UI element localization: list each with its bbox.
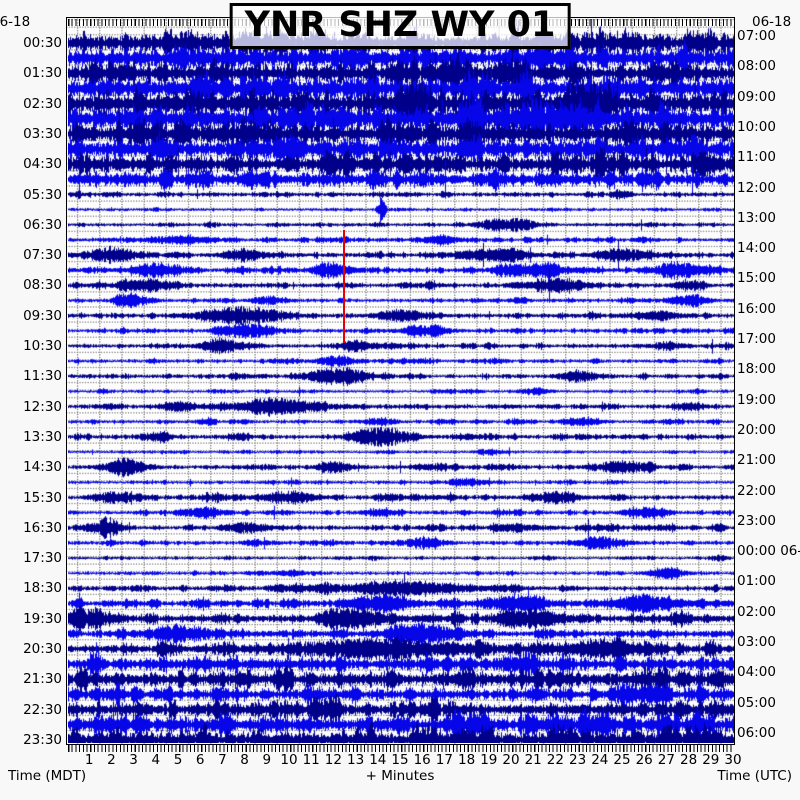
time-label-right: 10:00 bbox=[737, 118, 776, 135]
time-label-left: 23:30 bbox=[23, 731, 62, 748]
minute-tick-label: 4 bbox=[151, 752, 161, 768]
axis-label-mdt: Time (MDT) bbox=[8, 768, 87, 784]
time-label-left: 13:30 bbox=[23, 428, 62, 445]
time-label-left: 14:30 bbox=[23, 459, 62, 476]
time-label-left: 11:30 bbox=[23, 368, 62, 385]
time-label-right: 08:00 bbox=[737, 58, 776, 75]
minute-tick-label: 19 bbox=[480, 752, 498, 768]
time-label-right: 16:00 bbox=[737, 300, 776, 317]
minute-tick-label: 12 bbox=[324, 752, 342, 768]
minute-tick-label: 16 bbox=[413, 752, 431, 768]
axis-label-minutes: + Minutes bbox=[365, 768, 435, 784]
date-top-right: 06-18 bbox=[752, 14, 792, 30]
minute-tick-label: 15 bbox=[391, 752, 409, 768]
time-label-left: 21:30 bbox=[23, 671, 62, 688]
time-label-left: 20:30 bbox=[23, 641, 62, 657]
minute-tick-label: 18 bbox=[458, 752, 476, 768]
time-label-left: 07:30 bbox=[23, 247, 62, 264]
minute-tick-label: 21 bbox=[524, 752, 542, 768]
minute-tick-label: 7 bbox=[218, 752, 227, 768]
time-label-right: 04:00 bbox=[737, 664, 776, 681]
time-label-left: 01:30 bbox=[23, 65, 62, 82]
minute-tick-label: 29 bbox=[702, 752, 720, 768]
minute-tick-label: 1 bbox=[84, 752, 94, 768]
bottom-ticks-ruler bbox=[68, 745, 733, 752]
time-label-right: 13:00 bbox=[737, 209, 776, 226]
time-label-left: 09:30 bbox=[23, 307, 62, 324]
time-label-right: 21:00 bbox=[737, 452, 776, 469]
minute-tick-label: 30 bbox=[724, 752, 742, 768]
time-label-right: 14:00 bbox=[737, 240, 776, 257]
time-label-right: 07:00 bbox=[737, 28, 776, 44]
time-label-right: 17:00 bbox=[737, 331, 776, 347]
page-title: YNR SHZ WY 01 bbox=[244, 5, 556, 45]
time-label-left: 05:30 bbox=[23, 186, 62, 203]
time-label-right: 06:00 bbox=[737, 724, 776, 741]
minute-tick-label: 8 bbox=[240, 752, 249, 768]
minute-tick-label: 13 bbox=[347, 752, 365, 768]
time-label-right: 12:00 bbox=[737, 179, 776, 196]
time-label-left: 10:30 bbox=[23, 338, 62, 354]
minute-tick-label: 10 bbox=[280, 752, 298, 768]
time-label-left: 15:30 bbox=[23, 489, 62, 506]
date-top-left: 06-18 bbox=[0, 14, 31, 30]
time-label-right: 22:00 bbox=[737, 482, 776, 499]
time-label-left: 06:30 bbox=[23, 216, 62, 233]
time-label-left: 17:30 bbox=[23, 550, 62, 567]
time-label-left: 19:30 bbox=[23, 610, 62, 627]
seismogram-canvas bbox=[68, 19, 734, 743]
minute-tick-label: 17 bbox=[435, 752, 453, 768]
time-label-right: 20:00 bbox=[737, 421, 776, 438]
time-label-left: 22:30 bbox=[23, 701, 62, 718]
event-marker-line bbox=[343, 229, 346, 343]
time-label-left: 18:30 bbox=[23, 580, 62, 597]
time-label-left: 03:30 bbox=[23, 125, 62, 142]
time-label-right: 11:00 bbox=[737, 149, 776, 166]
time-label-left: 08:30 bbox=[23, 277, 62, 294]
time-label-left: 02:30 bbox=[23, 95, 62, 112]
minute-tick-label: 26 bbox=[635, 752, 653, 768]
time-label-right: 02:00 bbox=[737, 603, 776, 620]
title-box: YNR SHZ WY 01 bbox=[229, 3, 571, 49]
minute-tick-label: 28 bbox=[680, 752, 698, 768]
minute-tick-label: 2 bbox=[107, 752, 116, 768]
minute-tick-label: 22 bbox=[546, 752, 564, 768]
time-label-left: 00:30 bbox=[23, 35, 62, 51]
minute-tick-label: 3 bbox=[129, 752, 138, 768]
time-label-right: 05:00 bbox=[737, 694, 776, 711]
time-label-left: 12:30 bbox=[23, 398, 62, 415]
time-label-right: 23:00 bbox=[737, 512, 776, 529]
time-label-right: 03:00 bbox=[737, 634, 776, 650]
minute-tick-label: 24 bbox=[591, 752, 609, 768]
minute-tick-label: 14 bbox=[369, 752, 387, 768]
time-label-left: 04:30 bbox=[23, 156, 62, 173]
minute-tick-label: 27 bbox=[657, 752, 675, 768]
minute-tick-label: 23 bbox=[569, 752, 587, 768]
minute-tick-label: 6 bbox=[195, 752, 205, 768]
minute-tick-label: 5 bbox=[173, 752, 183, 768]
time-label-right: 18:00 bbox=[737, 361, 776, 378]
minute-tick-label: 11 bbox=[302, 752, 320, 768]
time-label-right: 01:00 bbox=[737, 573, 776, 590]
time-label-right: 19:00 bbox=[737, 391, 776, 408]
time-label-left: 16:30 bbox=[23, 519, 62, 536]
time-label-right: 15:00 bbox=[737, 270, 776, 287]
axis-label-utc: Time (UTC) bbox=[717, 768, 792, 784]
minute-tick-label: 25 bbox=[613, 752, 631, 768]
time-label-right: 09:00 bbox=[737, 88, 776, 105]
time-label-right: 00:00 06-19 bbox=[737, 543, 800, 560]
minute-tick-label: 20 bbox=[502, 752, 520, 768]
minute-tick-label: 9 bbox=[262, 752, 272, 768]
